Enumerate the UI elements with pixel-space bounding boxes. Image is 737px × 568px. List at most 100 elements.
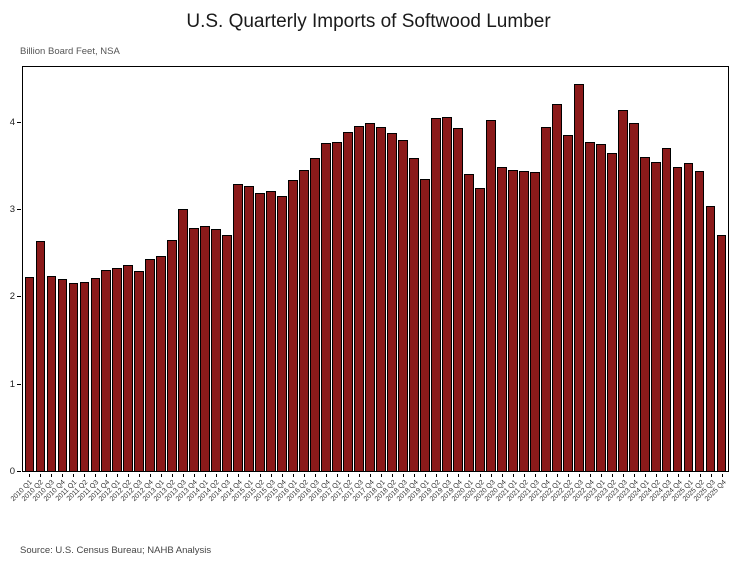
bar-2015-Q4 [277,195,288,471]
bar-2025-Q3 [705,206,716,471]
bar-2021-Q1 [507,170,518,471]
x-tick-cell: 2011 Q2 [66,474,89,538]
y-tick-label: 4 [9,116,15,128]
x-tick-cell: 2019 Q3 [429,474,453,538]
bar-2022-Q4 [584,141,595,471]
bar-2011-Q2 [79,281,90,471]
x-tick-cell: 2021 Q1 [495,474,519,538]
x-tick-cell: 2025 Q4 [704,474,728,538]
bar-2019-Q2 [431,118,441,471]
x-tick-cell: 2022 Q1 [539,474,563,538]
units-label: Billion Board Feet, NSA [20,46,120,57]
x-tick-cell: 2011 Q4 [88,474,111,538]
x-tick-cell: 2020 Q4 [484,474,508,538]
x-tick-cell: 2025 Q2 [682,474,706,538]
bar-2019-Q4 [452,127,463,471]
x-tick-cell: 2020 Q2 [462,474,486,538]
x-tick-cell: 2018 Q3 [385,474,409,538]
x-axis-labels: 2010 Q1 2010 Q2 2010 Q3 2010 Q4 2011 Q1 2011 … [10,474,729,538]
x-tick-cell: 2021 Q2 [506,474,530,538]
x-tick-cell: 2016 Q2 [285,474,309,538]
x-tick-cell: 2019 Q4 [440,474,464,538]
x-tick-cell: 2022 Q3 [561,474,585,538]
bar-2014-Q1 [200,226,211,471]
bar-2010-Q3 [46,275,57,471]
x-tick-cell: 2017 Q4 [352,474,375,538]
bar-2024-Q4 [672,166,683,471]
bar-2019-Q1 [420,179,430,471]
bar-2013-Q1 [156,256,167,471]
x-tick-cell: 2017 Q2 [330,474,353,538]
bar-2020-Q4 [496,166,507,471]
x-tick-cell: 2013 Q3 [164,474,188,538]
x-tick-cell: 2016 Q4 [307,474,331,538]
bar-2024-Q1 [639,157,650,471]
x-tick-cell: 2013 Q2 [153,474,177,538]
bar-2012-Q4 [145,259,156,471]
bar-2010-Q4 [57,279,68,471]
x-tick-cell: 2010 Q1 [10,474,34,538]
x-tick-cell: 2012 Q2 [109,474,133,538]
x-tick-cell: 2020 Q1 [451,474,475,538]
x-tick-cell: 2022 Q2 [550,474,574,538]
x-tick-cell: 2014 Q4 [219,474,243,538]
x-tick-cell: 2011 Q3 [77,474,100,538]
x-tick-cell: 2025 Q1 [671,474,695,538]
bar-2020-Q1 [463,173,474,471]
bar-2012-Q3 [134,271,145,471]
y-tick-label: 3 [9,204,15,216]
bars-container [23,67,728,471]
bar-2020-Q2 [474,187,485,471]
y-tick-mark [17,121,21,123]
x-tick-cell: 2015 Q2 [241,474,265,538]
x-tick-cell: 2018 Q1 [363,474,387,538]
x-tick-cell: 2013 Q1 [142,474,166,538]
y-axis: 0 1 2 3 4 [0,66,21,477]
x-tick-cell: 2023 Q4 [616,474,640,538]
x-tick-cell: 2015 Q4 [263,474,287,538]
bar-2014-Q4 [233,184,244,471]
bar-2010-Q1 [24,277,35,471]
bar-2017-Q3 [354,126,364,471]
x-tick-cell: 2010 Q2 [21,474,45,538]
bar-2022-Q3 [573,84,584,471]
bar-2013-Q4 [189,227,200,471]
bar-2025-Q4 [716,234,727,471]
bar-2018-Q3 [398,139,408,471]
x-tick-cell: 2020 Q3 [473,474,497,538]
bar-2021-Q2 [518,171,529,471]
bar-2012-Q2 [123,265,134,471]
x-tick-cell: 2019 Q1 [407,474,431,538]
x-tick-cell: 2019 Q2 [418,474,442,538]
bar-2014-Q2 [211,228,222,471]
x-tick-cell: 2015 Q1 [230,474,254,538]
bar-2024-Q2 [650,161,661,471]
chart-title: U.S. Quarterly Imports of Softwood Lumbe… [186,11,551,32]
x-tick-cell: 2024 Q2 [638,474,662,538]
bar-2024-Q3 [661,147,672,471]
x-tick-cell: 2011 Q1 [54,474,78,538]
bar-2018-Q4 [409,158,419,471]
bar-2017-Q1 [332,141,342,471]
x-tick-cell: 2023 Q2 [594,474,618,538]
x-tick-cell: 2016 Q1 [274,474,298,538]
x-tick-cell: 2010 Q3 [32,474,56,538]
bar-2013-Q3 [178,208,189,471]
bar-2025-Q1 [683,162,694,471]
x-tick-cell: 2024 Q3 [649,474,673,538]
x-tick-cell: 2021 Q3 [517,474,541,538]
x-tick-cell: 2012 Q4 [131,474,155,538]
bar-2018-Q2 [387,133,397,471]
x-tick-cell: 2025 Q3 [693,474,717,538]
bar-2016-Q4 [321,143,331,471]
bar-2023-Q1 [595,144,606,471]
bar-2016-Q2 [299,170,309,471]
y-tick-mark [17,209,21,211]
bar-2019-Q3 [442,116,452,471]
bar-2015-Q1 [244,186,255,471]
source-note: Source: U.S. Census Bureau; NAHB Analysi… [20,545,212,556]
x-tick-cell: 2016 Q3 [296,474,320,538]
x-tick-cell: 2017 Q3 [341,474,364,538]
bar-2011-Q1 [68,283,79,471]
